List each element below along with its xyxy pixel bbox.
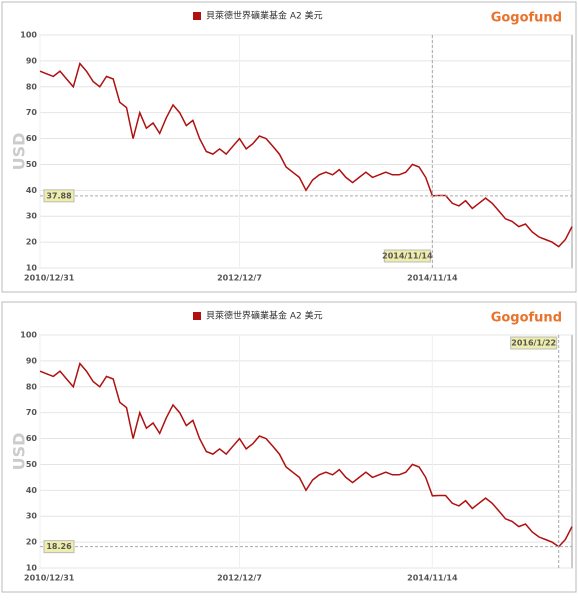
y-tick-label: 70 (26, 408, 38, 417)
y-tick-label: 60 (26, 134, 38, 143)
y-axis-label: USD (10, 133, 29, 171)
x-tick-label: 2014/11/14 (407, 574, 458, 583)
crosshair-value: 18.26 (46, 542, 72, 551)
plot-area (39, 334, 573, 569)
y-tick-label: 40 (26, 486, 38, 495)
crosshair-value: 37.88 (46, 191, 72, 200)
y-tick-label: 90 (26, 56, 38, 65)
x-tick-label: 2010/12/31 (24, 274, 75, 283)
crosshair-date: 2016/1/22 (511, 339, 556, 348)
brand: Gogofund (491, 11, 562, 26)
y-axis-label: USD (10, 433, 29, 471)
data-line (39, 61, 573, 248)
y-tick-label: 50 (26, 160, 38, 169)
y-tick-label: 20 (26, 238, 38, 247)
plot-area (39, 34, 573, 269)
y-tick-label: 40 (26, 186, 38, 195)
legend-swatch (193, 12, 201, 20)
x-tick-label: 2010/12/31 (24, 574, 75, 583)
y-tick-label: 80 (26, 82, 38, 91)
crosshair-date-box (510, 336, 558, 350)
y-tick-label: 70 (26, 108, 38, 117)
data-line (39, 361, 573, 548)
y-tick-label: 100 (20, 31, 37, 40)
y-tick-label: 60 (26, 434, 38, 443)
y-tick-label: 10 (26, 264, 38, 273)
brand: Gogofund (491, 311, 562, 326)
chart-title: 貝萊德世界礦業基金 A2 美元 (206, 310, 323, 322)
y-tick-label: 10 (26, 564, 38, 573)
x-tick-label: 2012/12/7 (217, 574, 262, 583)
y-tick-label: 80 (26, 382, 38, 391)
x-tick-label: 2014/11/14 (407, 274, 458, 283)
chart-title: 貝萊德世界礦業基金 A2 美元 (206, 10, 323, 22)
legend-swatch (193, 312, 201, 320)
y-tick-label: 30 (26, 212, 38, 221)
crosshair-value-box (43, 189, 75, 203)
y-tick-label: 30 (26, 512, 38, 521)
x-tick-label: 2012/12/7 (217, 274, 262, 283)
crosshair-date: 2014/11/14 (382, 252, 433, 261)
crosshair-value-box (43, 540, 75, 554)
y-tick-label: 100 (20, 331, 37, 340)
y-tick-label: 50 (26, 460, 38, 469)
y-tick-label: 20 (26, 538, 38, 547)
crosshair-date-box (383, 249, 431, 263)
y-tick-label: 90 (26, 356, 38, 365)
